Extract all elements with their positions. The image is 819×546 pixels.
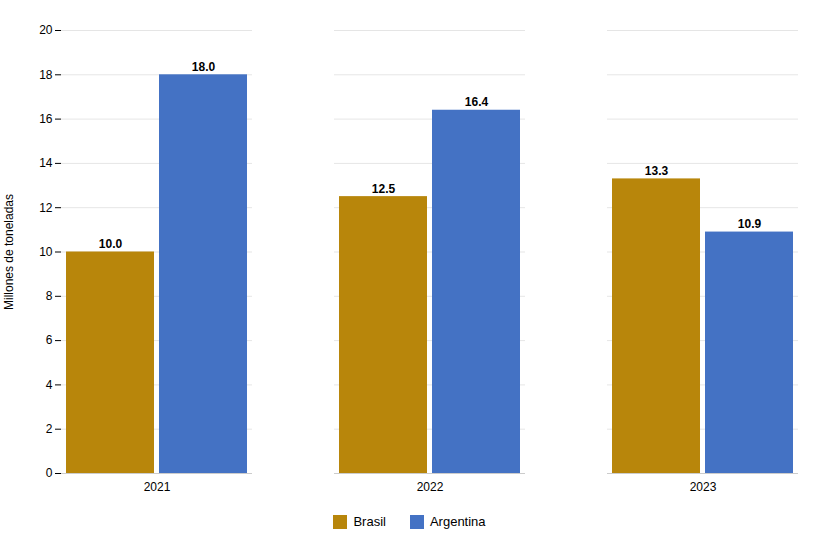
svg-text:4: 4 [46, 378, 53, 392]
svg-text:18.0: 18.0 [192, 60, 216, 74]
svg-text:14: 14 [39, 156, 53, 170]
svg-text:16: 16 [39, 112, 53, 126]
html-text:Argentina: Argentina [429, 514, 486, 529]
svg-text:2021: 2021 [144, 480, 171, 494]
svg-text:12.5: 12.5 [372, 182, 396, 196]
svg-text:8: 8 [46, 289, 53, 303]
svg-text:2: 2 [46, 422, 53, 436]
svg-text:16.4: 16.4 [465, 95, 489, 109]
svg-text:Millones de toneladas: Millones de toneladas [2, 194, 16, 310]
svg-text:20: 20 [39, 23, 53, 37]
svg-text:12: 12 [39, 201, 53, 215]
svg-text:0: 0 [46, 466, 53, 480]
svg-text:6: 6 [46, 333, 53, 347]
svg-text:10.9: 10.9 [738, 217, 762, 231]
svg-text:10.0: 10.0 [99, 237, 123, 251]
html-text:Brasil: Brasil [353, 514, 386, 529]
svg-text:13.3: 13.3 [645, 164, 669, 178]
svg-text:18: 18 [39, 68, 53, 82]
svg-text:10: 10 [39, 245, 53, 259]
svg-text:2023: 2023 [690, 480, 717, 494]
svg-text:2022: 2022 [417, 480, 444, 494]
